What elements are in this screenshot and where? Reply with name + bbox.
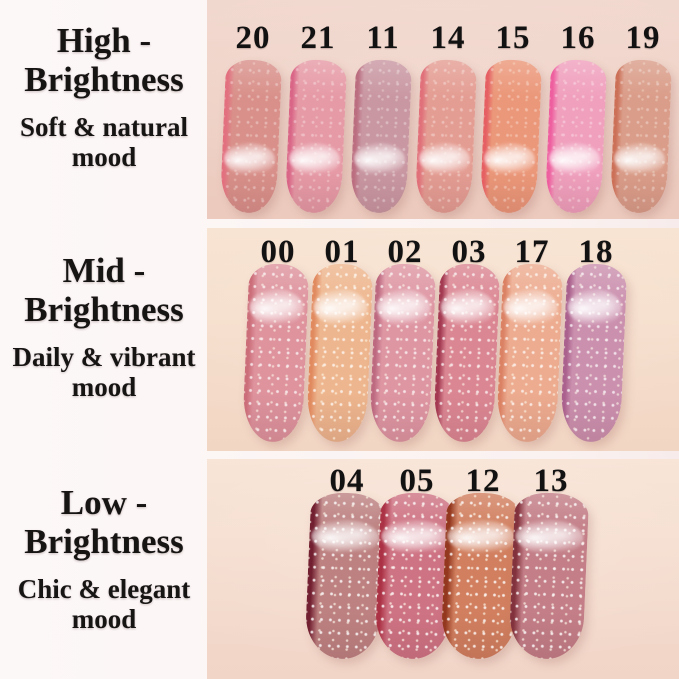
swatch-strip bbox=[479, 58, 543, 215]
row-mood-line1: Chic & elegant bbox=[17, 574, 191, 604]
low-brightness-panel: 04 05 12 13 bbox=[207, 459, 679, 679]
row-title-line2: Brightness bbox=[24, 521, 184, 561]
row-title: Low - Brightness bbox=[0, 483, 208, 561]
swatch-strip bbox=[305, 262, 374, 444]
shade-number: 16 bbox=[560, 20, 596, 56]
swatch-20: 20 bbox=[219, 0, 283, 219]
swatch-11: 11 bbox=[349, 0, 413, 219]
swatch-strip bbox=[368, 262, 437, 444]
label-low-brightness: Low - Brightness Chic & elegant mood bbox=[0, 483, 208, 634]
swatch-04: 04 bbox=[304, 459, 386, 679]
swatch-15: 15 bbox=[479, 0, 543, 219]
swatch-strip bbox=[241, 262, 310, 444]
swatch-03: 03 bbox=[432, 228, 501, 451]
row-title: High - Brightness bbox=[0, 21, 208, 99]
row-title-line1: Low - bbox=[60, 483, 148, 522]
mid-brightness-panel: 00 01 02 03 17 18 bbox=[207, 228, 679, 451]
swatch-12: 12 bbox=[440, 459, 522, 679]
shade-number: 14 bbox=[430, 20, 466, 56]
row-mood-line2: mood bbox=[71, 604, 137, 635]
swatch-strip bbox=[414, 58, 478, 215]
swatch-13: 13 bbox=[508, 459, 590, 679]
row-title-line2: Brightness bbox=[24, 59, 184, 99]
row-mood-line2: mood bbox=[71, 372, 137, 403]
swatch-strip bbox=[440, 491, 522, 661]
swatch-strip bbox=[432, 262, 501, 444]
swatch-strip bbox=[349, 58, 413, 215]
swatch-16: 16 bbox=[544, 0, 608, 219]
swatch-strip bbox=[219, 58, 283, 215]
shade-number: 20 bbox=[235, 20, 271, 56]
swatch-strip bbox=[508, 491, 590, 661]
label-mid-brightness: Mid - Brightness Daily & vibrant mood bbox=[0, 251, 208, 402]
row-mood-line1: Soft & natural bbox=[20, 112, 188, 142]
shade-number: 11 bbox=[366, 20, 400, 56]
swatch-19: 19 bbox=[609, 0, 673, 219]
swatch-strip bbox=[304, 491, 386, 661]
swatch-strip bbox=[609, 58, 673, 215]
swatch-strip bbox=[284, 58, 348, 215]
swatch-14: 14 bbox=[414, 0, 478, 219]
swatch-17: 17 bbox=[495, 228, 564, 451]
row-title-line2: Brightness bbox=[24, 289, 184, 329]
row-mood: Soft & natural mood bbox=[0, 112, 208, 172]
swatch-strip bbox=[544, 58, 608, 215]
row-mood-line2: mood bbox=[71, 142, 137, 173]
shade-number: 15 bbox=[495, 20, 531, 56]
row-mood: Chic & elegant mood bbox=[0, 574, 208, 634]
swatch-21: 21 bbox=[284, 0, 348, 219]
row-title-line1: High - bbox=[56, 21, 152, 60]
row-title-line1: Mid - bbox=[62, 251, 146, 290]
high-brightness-panel: 20 21 11 14 15 16 19 bbox=[207, 0, 679, 219]
swatch-strip bbox=[495, 262, 564, 444]
swatch-01: 01 bbox=[305, 228, 374, 451]
swatch-05: 05 bbox=[374, 459, 456, 679]
row-mood-line1: Daily & vibrant bbox=[12, 342, 196, 372]
shade-number: 19 bbox=[625, 20, 661, 56]
swatch-00: 00 bbox=[241, 228, 310, 451]
swatch-strip bbox=[559, 262, 628, 444]
label-high-brightness: High - Brightness Soft & natural mood bbox=[0, 21, 208, 172]
shade-number: 21 bbox=[300, 20, 336, 56]
swatch-18: 18 bbox=[559, 228, 628, 451]
row-mood: Daily & vibrant mood bbox=[0, 342, 208, 402]
row-title: Mid - Brightness bbox=[0, 251, 208, 329]
swatch-02: 02 bbox=[368, 228, 437, 451]
